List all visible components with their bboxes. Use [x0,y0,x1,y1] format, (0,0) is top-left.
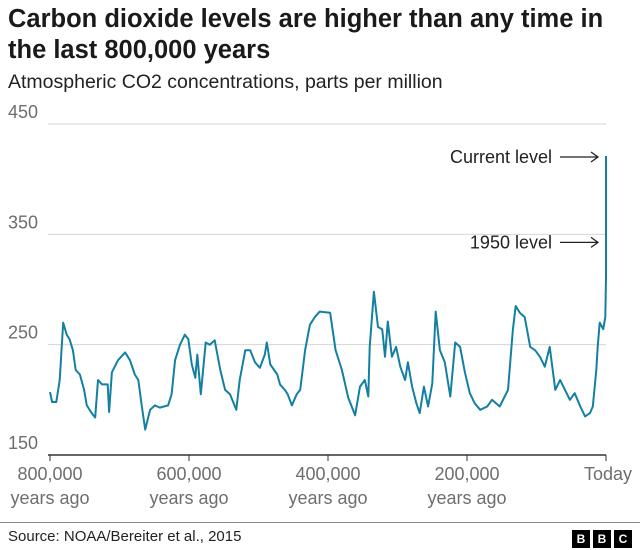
logo-letter: B [572,530,590,548]
y-tick-label: 250 [8,323,38,343]
source-text: Source: NOAA/Bereiter et al., 2015 [8,528,242,545]
arrow-icon [560,151,600,163]
y-tick-label: 150 [8,433,38,453]
x-tick-label: 800,000 [17,464,82,484]
x-tick-sublabel: years ago [288,488,367,508]
x-tick-sublabel: years ago [10,488,89,508]
co2-series-line [49,156,607,431]
footer-divider [0,522,640,523]
logo-letter: B [593,530,611,548]
chart-subtitle: Atmospheric CO2 concentrations, parts pe… [8,71,443,93]
x-tick-label: Today [584,464,632,484]
x-tick-label: 200,000 [434,464,499,484]
y-tick-label: 450 [8,102,38,122]
x-tick-sublabel: years ago [149,488,228,508]
logo-letter: C [614,530,632,548]
x-tick-label: 400,000 [295,464,360,484]
annotation-label: 1950 level [470,232,552,252]
arrow-icon [560,236,600,248]
chart-title: Carbon dioxide levels are higher than an… [8,5,604,64]
annotation-label: Current level [450,147,552,167]
x-tick-label: 600,000 [156,464,221,484]
y-tick-label: 350 [8,212,38,232]
x-tick-sublabel: years ago [427,488,506,508]
bbc-logo: B B C [572,530,632,548]
co2-line-chart: 450 350 250 150 800,000 years ago 600,000 year… [8,102,632,508]
